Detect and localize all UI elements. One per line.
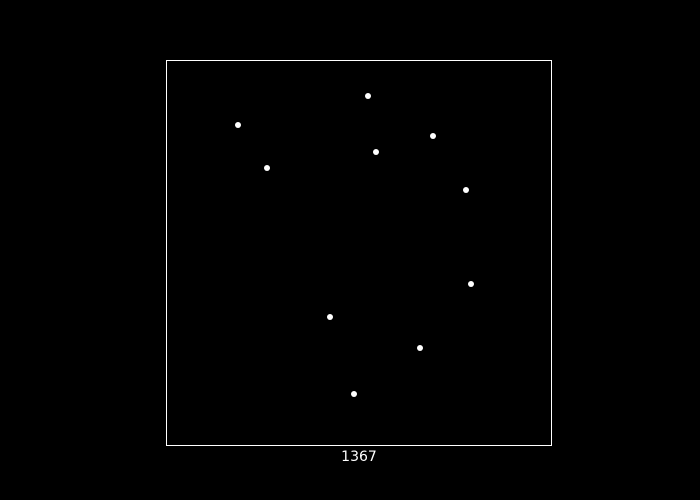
dot-2 (235, 122, 241, 128)
dot-3 (430, 133, 436, 139)
game-board[interactable] (166, 60, 552, 446)
dot-8 (327, 314, 333, 320)
dot-1 (365, 93, 371, 99)
dot-5 (264, 165, 270, 171)
dot-9 (417, 345, 423, 351)
dot-10 (351, 391, 357, 397)
dot-4 (373, 149, 379, 155)
dot-field[interactable] (167, 61, 551, 445)
score-counter: 1367 (341, 449, 377, 465)
dot-6 (463, 187, 469, 193)
dot-7 (468, 281, 474, 287)
